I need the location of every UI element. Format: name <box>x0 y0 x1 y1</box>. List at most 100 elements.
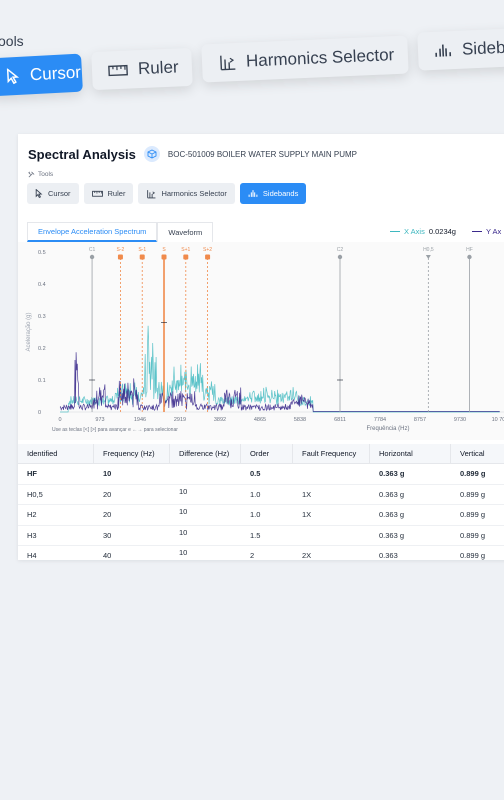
zoom-ruler-label: Ruler <box>137 57 179 79</box>
table-row[interactable]: HF 10 0.5 0.363 g 0.899 g <box>18 464 504 485</box>
marker-label: S+2 <box>203 247 212 253</box>
marker-label: C1 <box>89 247 96 253</box>
x-tick-label: 9730 <box>454 417 466 423</box>
legend-x-swatch <box>390 230 400 233</box>
tab-waveform[interactable]: Waveform <box>157 222 214 242</box>
marker-label: S <box>162 247 166 253</box>
ruler-icon <box>91 190 103 197</box>
cell-frequency: 30 <box>103 530 112 540</box>
zoom-ruler-button[interactable]: Ruler <box>91 47 193 91</box>
marker-label: C2 <box>337 247 344 253</box>
y-tick-label: 0.5 <box>38 250 46 256</box>
zoom-cursor-button[interactable]: Cursor <box>0 53 83 97</box>
ruler-button[interactable]: Ruler <box>83 183 134 204</box>
cell-horizontal: 0.363 g <box>379 510 405 520</box>
zoom-sidebands-button[interactable]: Sideb <box>417 27 504 71</box>
tab-envelope-acceleration[interactable]: Envelope Acceleration Spectrum <box>27 222 158 242</box>
cell-difference: 10 <box>179 507 188 517</box>
legend-x-axis[interactable]: X Axis 0.0234g <box>390 227 456 236</box>
cell-identified: H2 <box>27 510 37 520</box>
marker-handle <box>337 254 343 260</box>
spectral-analysis-panel: Spectral Analysis BOC-501009 BOILER WATE… <box>18 134 504 560</box>
legend-y-swatch <box>471 230 482 233</box>
spectrum-svg[interactable]: 0.5 0.4 0.3 0.2 0.1 0 Aceleração (g) 0 973 1946 29… <box>18 242 504 440</box>
cursor-button[interactable]: Cursor <box>27 183 79 204</box>
marker-handle <box>467 254 472 260</box>
x-tick-label: 2919 <box>174 417 186 423</box>
cell-order: 1.0 <box>250 489 261 499</box>
cell-order: 2 <box>250 551 255 560</box>
asset-name[interactable]: BOC-501009 BOILER WATER SUPPLY MAIN PUMP <box>167 149 357 159</box>
cell-order: 1.0 <box>250 510 261 520</box>
x-tick-label: 8757 <box>414 417 426 423</box>
cell-horizontal: 0.363 g <box>379 489 405 499</box>
marker-handle <box>183 254 189 260</box>
tools-icon <box>28 171 35 178</box>
zoom-tools-label: ools <box>0 33 24 49</box>
col-difference[interactable]: Difference (Hz) <box>170 444 241 463</box>
table-row[interactable]: H2 20 10 1.0 1X 0.363 g 0.899 g <box>18 505 504 526</box>
header: Spectral Analysis BOC-501009 BOILER WATE… <box>28 146 357 162</box>
col-frequency[interactable]: Frequency (Hz) <box>94 444 170 463</box>
cube-icon <box>143 146 160 162</box>
cell-fault: 1X <box>302 510 312 520</box>
col-order[interactable]: Order <box>241 444 293 463</box>
harmonics-selector-label: Harmonics Selector <box>161 189 227 198</box>
sidebands-icon <box>435 44 452 57</box>
ruler-label: Ruler <box>107 189 126 198</box>
marker-handle <box>205 254 211 260</box>
cell-difference: 10 <box>179 486 188 496</box>
marker-label: S-2 <box>117 247 125 253</box>
x-tick-label: 6811 <box>334 417 346 423</box>
cell-identified: HF <box>27 469 37 479</box>
marker-handle <box>117 254 123 260</box>
spectrum-chart[interactable]: 0.5 0.4 0.3 0.2 0.1 0 Aceleração (g) 0 973 1946 29… <box>18 242 504 440</box>
x-tick-label: 1946 <box>134 417 146 423</box>
legend-y-label: Y Ax <box>485 227 502 236</box>
col-fault-frequency[interactable]: Fault Frequency <box>293 444 370 463</box>
ruler-icon <box>108 64 128 77</box>
y-tick-label: 0.1 <box>38 378 46 384</box>
table-row[interactable]: H3 30 10 1.5 0.363 g 0.899 g <box>18 526 504 546</box>
sidebands-button[interactable]: Sidebands <box>239 183 307 204</box>
x-tick-label: 7784 <box>374 417 386 423</box>
cell-vertical: 0.899 g <box>460 469 486 479</box>
legend-y-axis[interactable]: Y Ax <box>471 227 502 236</box>
marker-handle <box>139 254 145 260</box>
tools-toolbar: Cursor Ruler Harmonics Selector Sideband… <box>27 183 307 204</box>
harmonics-selector-button[interactable]: Harmonics Selector <box>138 183 235 204</box>
zoom-harmonics-button[interactable]: Harmonics Selector <box>201 35 409 83</box>
col-identified[interactable]: Identified <box>18 444 94 463</box>
tools-label: Tools <box>28 171 53 178</box>
sidebands-label: Sidebands <box>262 189 299 198</box>
col-horizontal[interactable]: Horizontal <box>370 444 451 463</box>
cell-vertical: 0.899 g <box>460 530 486 540</box>
cell-order: 0.5 <box>250 469 261 479</box>
zoom-harmonics-label: Harmonics Selector <box>245 45 395 71</box>
table-row[interactable]: H4 40 10 2 2X 0.363 0.899 g <box>18 546 504 560</box>
chart-tabs: Envelope Acceleration Spectrum Waveform <box>27 222 214 242</box>
table-row[interactable]: H0,5 20 10 1.0 1X 0.363 g 0.899 g <box>18 485 504 505</box>
tools-label-text: Tools <box>38 171 54 178</box>
cell-difference: 10 <box>179 527 188 537</box>
marker-label: HF <box>466 247 473 253</box>
cursor-label: Cursor <box>48 189 71 198</box>
marker-handle <box>89 254 95 260</box>
x-tick-label: 5838 <box>294 417 306 423</box>
cell-frequency: 20 <box>103 489 112 499</box>
cell-fault: 2X <box>302 551 312 560</box>
cell-identified: H4 <box>27 551 37 560</box>
harmonics-table: Identified Frequency (Hz) Difference (Hz… <box>18 444 504 560</box>
cell-frequency: 20 <box>103 510 112 520</box>
x-tick-label: 0 <box>58 417 61 423</box>
col-vertical[interactable]: Vertical <box>451 444 504 463</box>
cell-horizontal: 0.363 g <box>379 469 405 479</box>
marker-handle <box>425 255 431 259</box>
cell-identified: H0,5 <box>27 489 43 499</box>
y-tick-label: 0.2 <box>38 346 46 352</box>
cell-fault: 1X <box>302 489 312 499</box>
cell-vertical: 0.899 g <box>460 489 486 499</box>
cell-difference: 10 <box>179 548 188 558</box>
keyboard-hint: Use as teclas [<] [>] para avançar e ←→ … <box>52 427 178 433</box>
cell-frequency: 40 <box>103 551 112 560</box>
